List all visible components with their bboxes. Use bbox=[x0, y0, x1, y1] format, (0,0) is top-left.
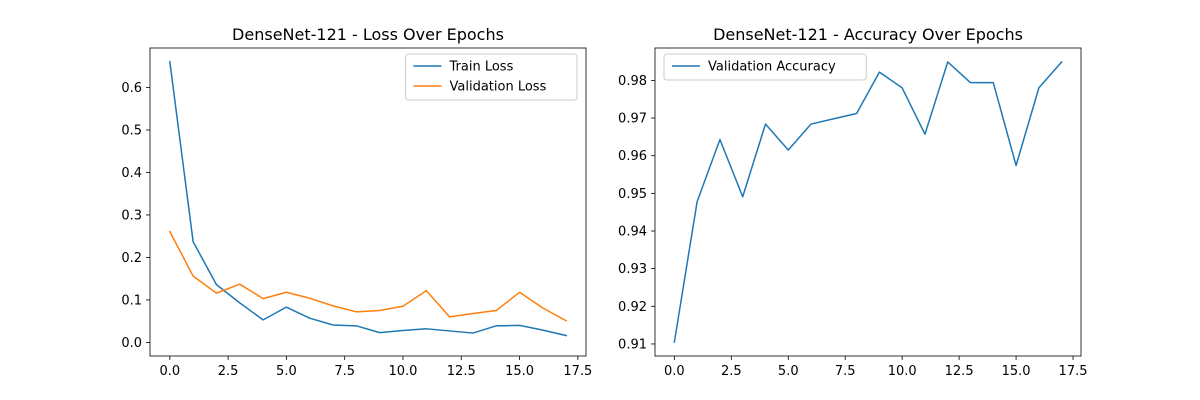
chart-2-x-tick-label: 7.5 bbox=[835, 364, 856, 379]
chart-1-x-tick-label: 10.0 bbox=[388, 364, 417, 379]
chart-1-x-tick-label: 0.0 bbox=[159, 364, 180, 379]
chart-1-x-tick-label: 15.0 bbox=[505, 364, 534, 379]
chart-2-y-tick-label: 0.92 bbox=[618, 300, 647, 315]
chart-1-legend-box bbox=[405, 53, 578, 101]
chart-2-legend: Validation Accuracy bbox=[663, 53, 867, 81]
chart-2-plot-frame bbox=[654, 47, 1082, 357]
chart-2-y-tick-label: 0.94 bbox=[618, 224, 647, 239]
chart-1-y-tick-label: 0.0 bbox=[121, 336, 142, 351]
chart-2-y-tick-label: 0.91 bbox=[618, 337, 647, 352]
chart-2-x-tick-label: 12.5 bbox=[945, 364, 974, 379]
chart-1-legend-label: Train Loss bbox=[449, 60, 514, 75]
chart-1-y-tick-label: 0.3 bbox=[121, 208, 142, 223]
chart-1: DenseNet-121 - Loss Over Epochs 0.0 2.5 5.0… bbox=[121, 25, 592, 379]
chart-2-y-tick-label: 0.98 bbox=[618, 74, 647, 89]
chart-1-series-train-loss-line bbox=[168, 60, 568, 337]
chart-1-y-tick-label: 0.1 bbox=[121, 293, 142, 308]
chart-1-x-tick-label: 5.0 bbox=[276, 364, 297, 379]
chart-2-x-tick-label: 15.0 bbox=[1002, 364, 1031, 379]
chart-1-y-tick-label: 0.2 bbox=[121, 251, 142, 266]
chart-1-series-validation-loss-line bbox=[168, 230, 568, 322]
chart-1-x-tick-label: 12.5 bbox=[447, 364, 476, 379]
chart-2-title: DenseNet-121 - Accuracy Over Epochs bbox=[713, 25, 1023, 44]
chart-1-plot-frame bbox=[149, 47, 587, 357]
chart-1-title: DenseNet-121 - Loss Over Epochs bbox=[232, 25, 504, 44]
chart-2-series-validation-accuracy-line bbox=[673, 60, 1063, 343]
chart-2: DenseNet-121 - Accuracy Over Epochs 0.0 2.… bbox=[618, 25, 1087, 379]
chart-2-y-tick-label: 0.93 bbox=[618, 262, 647, 277]
chart-1-x-tick-label: 7.5 bbox=[334, 364, 355, 379]
chart-1-y-tick-label: 0.6 bbox=[121, 81, 142, 96]
chart-2-y-tick-label: 0.97 bbox=[618, 112, 647, 127]
chart-2-x-tick-label: 5.0 bbox=[778, 364, 799, 379]
chart-2-legend-box bbox=[663, 53, 867, 81]
chart-2-x-tick-label: 0.0 bbox=[664, 364, 685, 379]
chart-2-y-tick-label: 0.95 bbox=[618, 187, 647, 202]
chart-2-x-tick-label: 2.5 bbox=[721, 364, 742, 379]
chart-1-legend-label: Validation Loss bbox=[450, 80, 547, 95]
chart-1-y-tick-label: 0.4 bbox=[121, 166, 142, 181]
chart-1-x-tick-label: 2.5 bbox=[218, 364, 239, 379]
chart-1-y-tick-label: 0.5 bbox=[121, 123, 142, 138]
chart-2-legend-label: Validation Accuracy bbox=[708, 60, 836, 75]
chart-2-y-tick-label: 0.96 bbox=[618, 149, 647, 164]
chart-1-legend: Train Loss Validation Loss bbox=[405, 53, 578, 101]
chart-2-x-tick-label: 10.0 bbox=[888, 364, 917, 379]
chart-1-x-tick-label: 17.5 bbox=[563, 364, 592, 379]
chart-2-x-tick-label: 17.5 bbox=[1059, 364, 1088, 379]
